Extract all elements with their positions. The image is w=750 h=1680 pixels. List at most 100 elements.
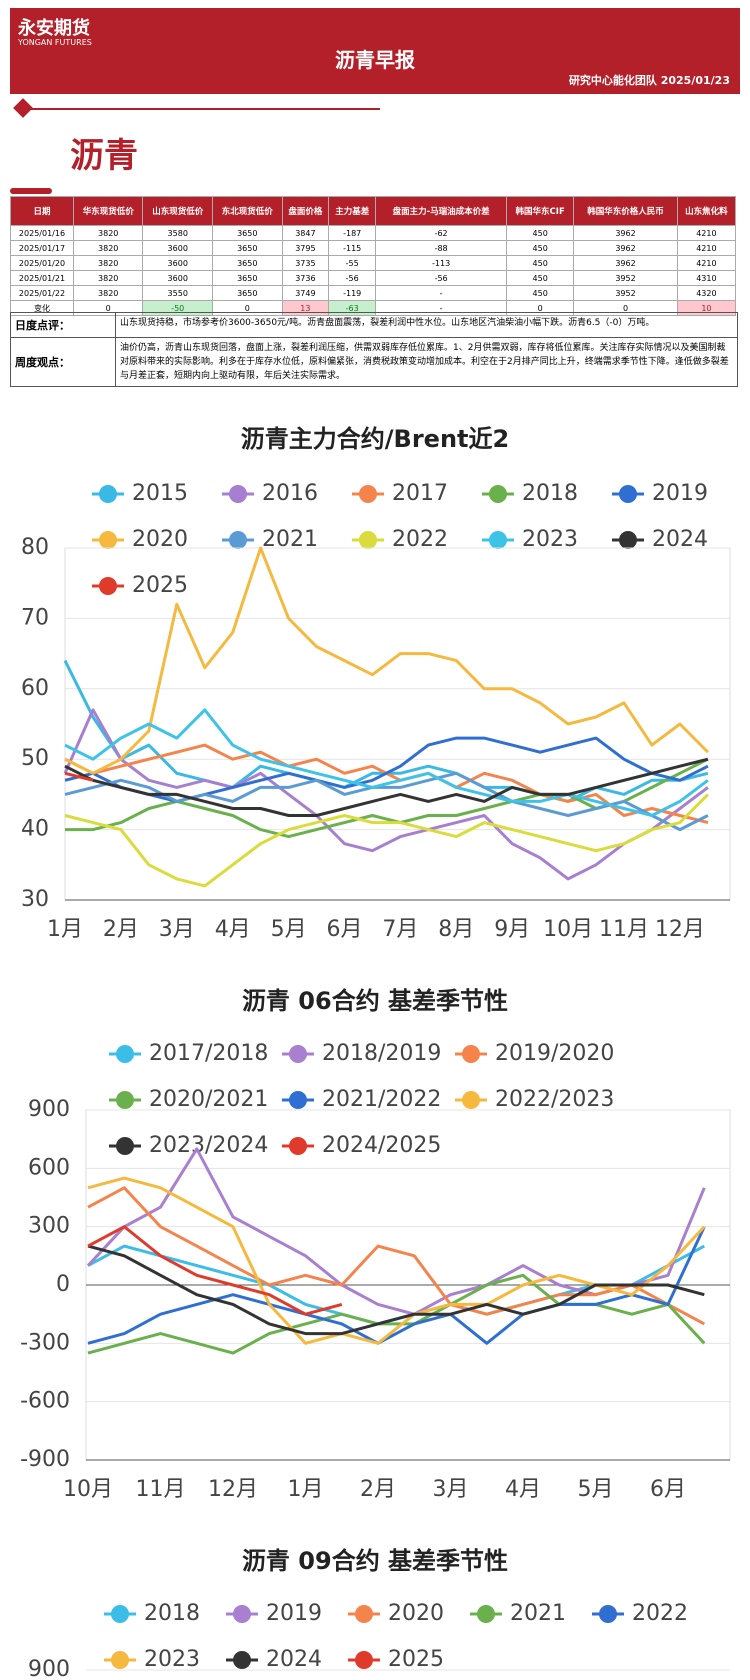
logo: 永安期货 bbox=[18, 18, 90, 39]
legend-label: 2023 bbox=[144, 1647, 200, 1672]
series-line bbox=[64, 546, 709, 775]
legend-label: 2021/2022 bbox=[322, 1087, 441, 1112]
x-tick-label: 3月 bbox=[159, 917, 195, 942]
legend-label: 2025 bbox=[132, 573, 188, 598]
legend-label: 2025 bbox=[388, 1647, 444, 1672]
table-row: 2025/01/22 3820 3550 3650 3749 -119-450 3952 43… bbox=[10, 285, 737, 301]
legend-swatch bbox=[116, 1091, 134, 1109]
y-tick-label: 300 bbox=[28, 1214, 70, 1239]
legend-swatch bbox=[355, 1651, 373, 1669]
x-tick-label: 11月 bbox=[599, 917, 649, 942]
chart-title: 沥青 06合约 基差季节性 bbox=[242, 987, 508, 1015]
series-line bbox=[63, 708, 709, 881]
y-tick-label: -300 bbox=[20, 1330, 70, 1355]
legend-swatch bbox=[489, 485, 507, 503]
legend-label: 2024 bbox=[266, 1647, 322, 1672]
x-tick-label: 9月 bbox=[494, 917, 530, 942]
legend-swatch bbox=[111, 1651, 129, 1669]
legend-swatch bbox=[99, 577, 117, 595]
y-tick-label: 600 bbox=[28, 1155, 70, 1180]
legend-swatch bbox=[99, 531, 117, 549]
legend-swatch bbox=[359, 485, 377, 503]
legend-swatch bbox=[289, 1045, 307, 1063]
table-row: 2025/01/16 3820 3580 3650 3847 -187 -62 450 3962… bbox=[10, 225, 737, 241]
y-tick-label: 900 bbox=[28, 1657, 70, 1680]
y-tick-label: -900 bbox=[20, 1447, 70, 1472]
table-header: 日期 bbox=[10, 196, 74, 226]
series-line bbox=[64, 757, 709, 817]
x-tick-label: 4月 bbox=[505, 1477, 541, 1502]
series-line bbox=[87, 1273, 706, 1355]
series-line bbox=[87, 1225, 343, 1316]
legend-label: 2019 bbox=[652, 481, 708, 506]
legend-swatch bbox=[355, 1605, 373, 1623]
legend-swatch bbox=[289, 1137, 307, 1155]
x-tick-label: 2月 bbox=[360, 1477, 396, 1502]
legend-label: 2020 bbox=[388, 1601, 444, 1626]
plot-frame bbox=[64, 547, 731, 901]
series-line bbox=[87, 1244, 705, 1336]
table-header: 韩国华东CIF bbox=[506, 196, 575, 226]
comment-key: 日度点评： bbox=[11, 313, 116, 337]
legend-swatch bbox=[462, 1091, 480, 1109]
comment-text: 油价仍高，沥青山东现货回落，盘面上涨，裂差利润压缩，供需双弱库存低位累库。1、2… bbox=[120, 343, 729, 381]
report-title: 沥青早报 bbox=[335, 48, 415, 72]
y-tick-label: 80 bbox=[21, 535, 49, 560]
x-tick-label: 12月 bbox=[655, 917, 705, 942]
legend-swatch bbox=[229, 531, 247, 549]
legend-swatch bbox=[233, 1651, 251, 1669]
legend-label: 2018 bbox=[522, 481, 578, 506]
series-line bbox=[87, 1176, 706, 1345]
x-tick-label: 1月 bbox=[47, 917, 83, 942]
series-line bbox=[64, 771, 94, 782]
legend-label: 2017 bbox=[392, 481, 448, 506]
legend-label: 2016 bbox=[262, 481, 318, 506]
table-header: 山东焦化料 bbox=[676, 196, 737, 226]
legend-swatch bbox=[599, 1605, 617, 1623]
y-tick-label: 0 bbox=[56, 1272, 70, 1297]
table-header: 盘面价格 bbox=[281, 196, 330, 226]
legend-swatch bbox=[99, 485, 117, 503]
decoration bbox=[10, 188, 52, 194]
y-tick-label: 30 bbox=[21, 887, 49, 912]
table-header: 东北现货低价 bbox=[211, 196, 283, 226]
y-tick-label: 60 bbox=[21, 676, 49, 701]
legend-swatch bbox=[477, 1605, 495, 1623]
x-tick-label: 3月 bbox=[433, 1477, 469, 1502]
divider bbox=[20, 108, 380, 110]
legend-swatch bbox=[462, 1045, 480, 1063]
chart-title: 沥青 09合约 基差季节性 bbox=[242, 1547, 508, 1575]
x-tick-label: 8月 bbox=[438, 917, 474, 942]
legend-swatch bbox=[116, 1137, 134, 1155]
y-tick-label: -600 bbox=[20, 1389, 70, 1414]
legend-label: 2019 bbox=[266, 1601, 322, 1626]
legend-swatch bbox=[619, 485, 637, 503]
legend-label: 2021 bbox=[510, 1601, 566, 1626]
section-title: 沥青 bbox=[70, 136, 138, 176]
legend-label: 2015 bbox=[132, 481, 188, 506]
legend-swatch bbox=[116, 1045, 134, 1063]
x-tick-label: 10月 bbox=[63, 1477, 113, 1502]
header: 永安期货 YONGAN FUTURES 沥青早报 研究中心能化团队 2025/0… bbox=[10, 8, 740, 94]
x-tick-label: 5月 bbox=[271, 917, 307, 942]
price-table: 日期 华东现货低价 山东现货低价 东北现货低价 盘面价格 主力基差 盘面主力-马瑞油成本价差… bbox=[10, 196, 737, 316]
table-header: 主力基差 bbox=[328, 196, 377, 226]
legend-swatch bbox=[111, 1605, 129, 1623]
x-tick-label: 1月 bbox=[288, 1477, 324, 1502]
legend-label: 2023/2024 bbox=[149, 1133, 268, 1158]
x-tick-label: 10月 bbox=[543, 917, 593, 942]
x-tick-label: 7月 bbox=[382, 917, 418, 942]
comment-text: 山东现货持稳，市场参考价3600-3650元/吨。沥青盘面震荡，裂差利润中性水位… bbox=[120, 318, 655, 328]
table-header: 韩国华东价格人民币 bbox=[573, 196, 678, 226]
series-line bbox=[64, 793, 709, 888]
x-tick-label: 6月 bbox=[327, 917, 363, 942]
legend-swatch bbox=[289, 1091, 307, 1109]
report-subtitle: 研究中心能化团队 2025/01/23 bbox=[568, 74, 730, 87]
y-tick-label: 900 bbox=[28, 1097, 70, 1122]
legend-label: 2018/2019 bbox=[322, 1041, 441, 1066]
legend-label: 2018 bbox=[144, 1601, 200, 1626]
x-tick-label: 11月 bbox=[136, 1477, 186, 1502]
table-header: 盘面主力-马瑞油成本价差 bbox=[375, 196, 508, 226]
comments: 日度点评： 山东现货持稳，市场参考价3600-3650元/吨。沥青盘面震荡，裂差利… bbox=[10, 312, 738, 387]
logo-en: YONGAN FUTURES bbox=[18, 38, 92, 47]
